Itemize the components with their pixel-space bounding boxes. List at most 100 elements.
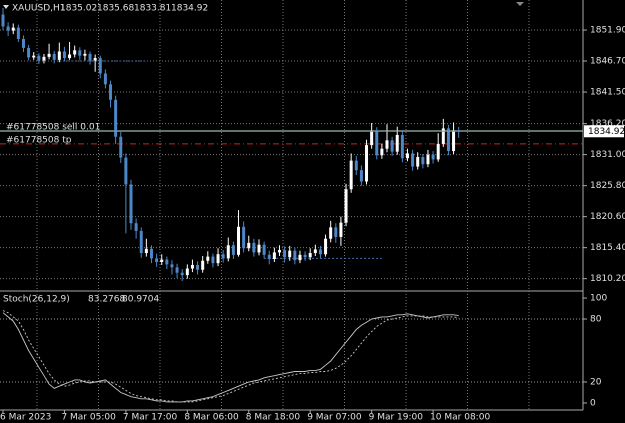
candle-body xyxy=(431,154,435,160)
candle-body xyxy=(1,14,5,27)
candle-body xyxy=(165,259,169,265)
candle-body xyxy=(283,250,287,258)
candle-body xyxy=(11,27,15,31)
candle-body xyxy=(324,238,328,255)
symbol: XAUUSD,H1 xyxy=(12,4,66,14)
stoch-line xyxy=(2,310,459,403)
x-tick-label: 8 Mar 18:00 xyxy=(246,413,301,423)
y-tick-label: 1836.20 xyxy=(590,119,625,129)
header-high: 1835.68 xyxy=(97,4,134,14)
candle-body xyxy=(359,170,363,182)
y-tick-label: 1846.70 xyxy=(590,57,625,67)
candle-body xyxy=(206,256,210,261)
candle-body xyxy=(441,128,445,144)
candle-body xyxy=(313,249,317,254)
candle-body xyxy=(109,84,113,100)
candle-body xyxy=(272,252,276,259)
candle-body xyxy=(252,242,256,253)
y-tick-label: 1841.50 xyxy=(590,88,625,98)
candle-body xyxy=(185,268,189,276)
candle-body xyxy=(6,26,10,31)
y-tick-label: 1815.40 xyxy=(590,243,625,253)
candle-body xyxy=(375,130,379,156)
candle-body xyxy=(16,27,20,39)
shift-marker xyxy=(516,2,524,6)
candle-body xyxy=(155,258,159,262)
candle-body xyxy=(308,253,312,258)
candle-body xyxy=(57,51,61,60)
x-tick-label: 6 Mar 2023 xyxy=(0,413,51,423)
header-open: 1835.02 xyxy=(60,4,97,14)
candle-body xyxy=(196,264,200,270)
candle-body xyxy=(42,56,46,61)
y-tick-label: 100 xyxy=(590,294,607,304)
candle-body xyxy=(400,134,404,159)
candle-body xyxy=(226,245,230,259)
x-tick-label: 10 Mar 08:00 xyxy=(430,413,490,423)
indicator-d: 80.9704 xyxy=(122,295,159,305)
candle-body xyxy=(83,53,87,56)
candle-body xyxy=(293,250,297,261)
y-tick-label: 1825.80 xyxy=(590,181,625,191)
candle-body xyxy=(27,47,31,58)
candle-body xyxy=(201,260,205,270)
indicator-k: 83.2768 xyxy=(88,295,125,305)
y-tick-label: 80 xyxy=(590,315,602,325)
candle-body xyxy=(78,50,82,56)
candle-body xyxy=(411,153,415,167)
candle-body xyxy=(334,227,338,237)
candle-body xyxy=(68,54,72,59)
candle-body xyxy=(452,130,456,152)
candle-body xyxy=(119,136,123,158)
candle-body xyxy=(247,242,251,249)
x-tick-label: 7 Mar 17:00 xyxy=(123,413,178,423)
candle-body xyxy=(103,73,107,85)
candle-body xyxy=(47,53,51,57)
menu-arrow[interactable] xyxy=(3,5,9,9)
x-tick-label: 7 Mar 05:00 xyxy=(61,413,116,423)
order-label: #61778508 sell 0.01 xyxy=(6,122,100,132)
candle-body xyxy=(395,134,399,152)
candle-body xyxy=(160,259,164,262)
y-tick-label: 1831.00 xyxy=(590,150,625,160)
price-label: 1834.92 xyxy=(588,127,625,137)
candle-body xyxy=(329,227,333,239)
candle-body xyxy=(129,184,133,224)
candle-body xyxy=(390,140,394,152)
candle-body xyxy=(385,140,389,149)
candle-body xyxy=(370,130,374,146)
x-tick-label: 9 Mar 19:00 xyxy=(369,413,424,423)
x-tick-label: 9 Mar 07:00 xyxy=(307,413,362,423)
candle-body xyxy=(139,230,143,254)
candle-body xyxy=(436,143,440,160)
order-label: #61778508 tp xyxy=(6,135,72,145)
candle-body xyxy=(180,272,184,276)
candle-body xyxy=(405,153,409,159)
candle-body xyxy=(318,249,322,255)
y-tick-label: 1820.60 xyxy=(590,212,625,222)
candle-body xyxy=(114,99,118,137)
candle-body xyxy=(190,264,194,269)
candle-body xyxy=(242,226,246,249)
candle-body xyxy=(421,157,425,165)
price-box xyxy=(584,125,624,138)
candle-body xyxy=(88,53,92,61)
candle-body xyxy=(349,160,353,190)
candle-body xyxy=(446,128,450,152)
candle-body xyxy=(32,55,36,58)
candle-body xyxy=(231,245,235,255)
candle-body xyxy=(170,264,174,268)
header-close: 1834.92 xyxy=(171,4,208,14)
candle-body xyxy=(277,250,281,253)
candle-body xyxy=(211,256,215,264)
candle-body xyxy=(426,154,430,165)
y-tick-label: 0 xyxy=(590,398,596,408)
indicator-title: Stoch(26,12,9) xyxy=(3,295,70,305)
candle-body xyxy=(237,226,241,255)
candle-body xyxy=(339,222,343,237)
candle-body xyxy=(216,254,220,264)
candle-body xyxy=(298,254,302,261)
candle-body xyxy=(62,51,66,59)
